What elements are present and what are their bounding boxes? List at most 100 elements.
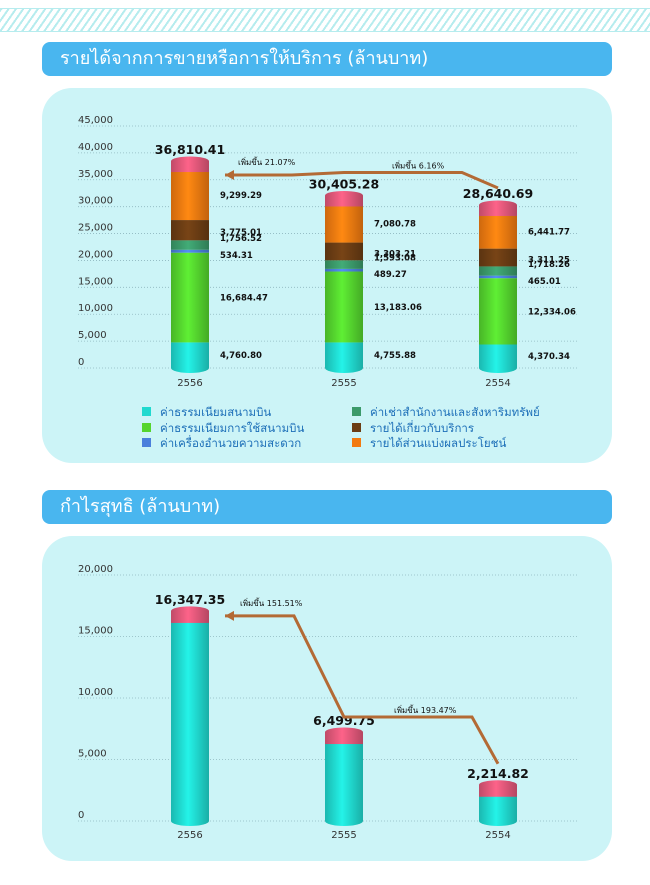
legend-label: ค่าเครื่องอำนวยความสะดวก — [160, 436, 302, 450]
legend-swatch — [352, 407, 361, 416]
bar-segment — [171, 170, 209, 221]
bar — [325, 741, 363, 821]
bar-total-label: 16,347.35 — [155, 592, 225, 607]
bar-total-label: 30,405.28 — [309, 176, 379, 191]
segment-value-label: 465.01 — [528, 277, 561, 287]
profit-section-title: กำไรสุทธิ (ล้านบาท) — [60, 496, 221, 517]
bar-segment — [325, 268, 363, 272]
growth-annotation-2: เพิ่มขึ้น 6.16% — [392, 159, 445, 170]
segment-value-label: 489.27 — [374, 270, 407, 280]
revenue-section-header: รายได้จากการขายหรือการให้บริการ (ล้านบาท… — [42, 42, 612, 76]
legend-label: รายได้ส่วนแบ่งผลประโยชน์ — [370, 436, 507, 450]
bar-cap — [325, 195, 363, 207]
bar-cap — [171, 161, 209, 173]
revenue-section-title: รายได้จากการขายหรือการให้บริการ (ล้านบาท… — [60, 48, 429, 69]
bar-cap-top — [479, 780, 517, 790]
revenue-chart-panel: 0 5,000 10,000 15,000 20,000 25,000 30,000 35,0… — [42, 88, 612, 463]
bar-base — [325, 816, 363, 826]
legend-swatch — [352, 423, 361, 432]
growth-arrow — [225, 614, 500, 765]
segment-value-label: 3,311.25 — [528, 256, 570, 266]
segment-value-label: 13,183.06 — [374, 303, 422, 313]
legend-label: รายได้เกี่ยวกับบริการ — [370, 421, 475, 435]
y-tick-label: 15,000 — [78, 626, 113, 637]
segment-value-label: 4,755.88 — [374, 351, 416, 361]
bar-segment — [479, 278, 517, 345]
y-tick-label: 20,000 — [78, 564, 113, 575]
segment-value-label: 3,303.21 — [374, 249, 416, 259]
bar-segment — [171, 252, 209, 343]
bar-segment — [325, 242, 363, 261]
y-tick-label: 35,000 — [78, 169, 113, 180]
x-tick-label: 2556 — [177, 378, 202, 388]
bar-segment — [171, 220, 209, 241]
y-tick-label: 15,000 — [78, 276, 113, 287]
legend-label: ค่าเช่าสำนักงานและสังหาริมทรัพย์ — [370, 405, 540, 419]
bar-segment — [479, 344, 517, 368]
y-tick-label: 5,000 — [78, 330, 107, 341]
profit-section-header: กำไรสุทธิ (ล้านบาท) — [42, 490, 612, 524]
growth-annotation-1: เพิ่มขึ้น 21.07% — [238, 156, 296, 167]
profit-chart-panel: 0 5,000 10,000 15,000 20,000 16,347.35 2556 6,4… — [42, 536, 612, 861]
growth-arrow-head — [225, 170, 234, 181]
bar-segment — [171, 240, 209, 250]
decorative-stripe — [0, 8, 650, 32]
y-tick-label: 20,000 — [78, 249, 113, 260]
bar-total-label: 28,640.69 — [463, 186, 533, 201]
revenue-legend: ค่าธรรมเนียมสนามบิน ค่าธรรมเนียมการใช้สน… — [42, 88, 612, 463]
bar-base — [325, 363, 363, 373]
bar-total-label: 2,214.82 — [467, 766, 529, 781]
bar-base — [479, 816, 517, 826]
revenue-stacked-bar-chart: 0 5,000 10,000 15,000 20,000 25,000 30,000 35,0… — [78, 115, 577, 388]
bar-total-label: 36,810.41 — [155, 142, 225, 157]
bar-segment — [479, 213, 517, 249]
x-tick-label: 2555 — [331, 830, 356, 841]
bar-base — [171, 816, 209, 826]
legend-swatch — [352, 438, 361, 447]
bar-segment — [479, 275, 517, 279]
legend-label: ค่าธรรมเนียมสนามบิน — [160, 405, 272, 419]
x-tick-label: 2554 — [485, 830, 510, 841]
y-tick-label: 45,000 — [78, 115, 113, 126]
y-tick-label: 40,000 — [78, 142, 113, 153]
bar-segment — [171, 249, 209, 253]
bar — [171, 619, 209, 821]
growth-annotation-2: เพิ่มขึ้น 193.47% — [394, 704, 457, 715]
bar-base — [171, 363, 209, 373]
x-tick-label: 2554 — [485, 378, 510, 388]
segment-value-label: 1,756.52 — [220, 234, 262, 244]
bar-segment — [325, 271, 363, 343]
bar-segment — [325, 260, 363, 269]
bar-cap — [479, 204, 517, 216]
segment-value-label: 16,684.47 — [220, 294, 268, 304]
growth-arrow-head — [225, 610, 234, 621]
segment-value-label: 9,299.29 — [220, 191, 262, 201]
legend-swatch — [142, 423, 151, 432]
segment-value-label: 12,334.06 — [528, 307, 576, 317]
segment-value-label: 7,080.78 — [374, 220, 416, 230]
y-tick-label: 10,000 — [78, 303, 113, 314]
y-tick-label: 25,000 — [78, 223, 113, 234]
x-tick-label: 2556 — [177, 830, 202, 841]
segment-value-label: 534.31 — [220, 251, 253, 261]
bar-segment — [479, 266, 517, 276]
segment-value-label: 1,718.26 — [528, 260, 570, 270]
bar-segment — [479, 248, 517, 267]
bar-segment — [325, 204, 363, 243]
bar-cap-top — [325, 190, 363, 200]
profit-bar-chart: 05,00010,00015,00020,00016,347.3525566,4… — [78, 564, 577, 841]
bar-cap-top — [171, 606, 209, 616]
y-tick-label: 5,000 — [78, 749, 107, 760]
x-tick-label: 2555 — [331, 378, 356, 388]
bar-base — [479, 363, 517, 373]
segment-value-label: 6,441.77 — [528, 227, 570, 237]
segment-value-label: 4,370.34 — [528, 352, 570, 362]
growth-arrow — [225, 170, 499, 190]
segment-value-label: 3,775.01 — [220, 228, 262, 238]
y-tick-label: 0 — [78, 810, 84, 821]
bar-cap-top — [479, 200, 517, 210]
y-tick-label: 0 — [78, 357, 84, 368]
bar-cap-top — [325, 727, 363, 737]
legend-swatch — [142, 438, 151, 447]
growth-annotation-1: เพิ่มขึ้น 151.51% — [240, 597, 303, 608]
